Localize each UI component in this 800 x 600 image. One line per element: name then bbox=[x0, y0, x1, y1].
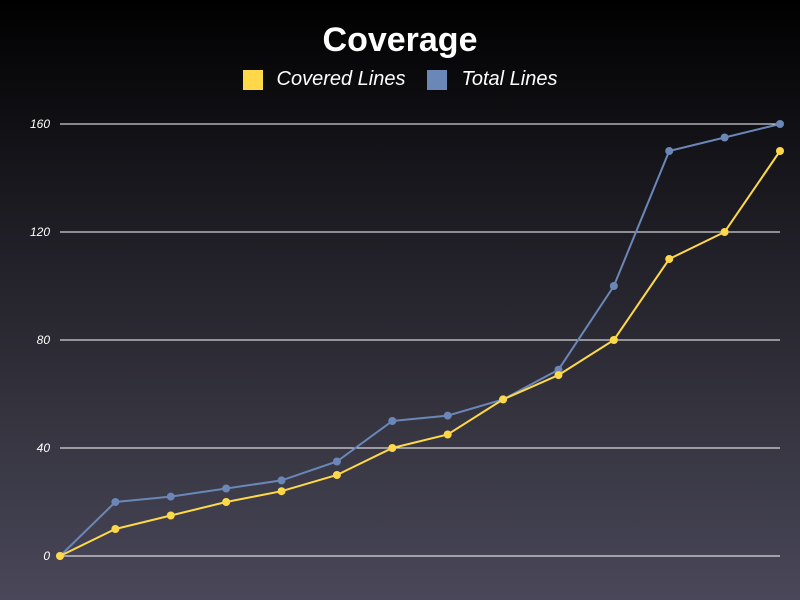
data-point-total-lines-13 bbox=[776, 120, 784, 128]
y-tick-label-0: 0 bbox=[43, 549, 50, 563]
data-point-covered-lines-0 bbox=[56, 552, 64, 560]
y-tick-label-160: 160 bbox=[30, 117, 50, 131]
legend-swatch-covered-lines bbox=[242, 69, 263, 90]
legend-item-total-lines: Total Lines bbox=[427, 68, 557, 91]
data-point-total-lines-2 bbox=[166, 492, 175, 501]
data-point-total-lines-10 bbox=[609, 282, 618, 290]
data-point-total-lines-6 bbox=[388, 417, 397, 425]
data-point-total-lines-4 bbox=[277, 476, 286, 485]
y-tick-label-40: 40 bbox=[37, 441, 51, 455]
data-point-covered-lines-10 bbox=[609, 336, 618, 344]
series-line-total-lines bbox=[59, 123, 781, 557]
data-point-total-lines-7 bbox=[443, 411, 452, 420]
data-point-covered-lines-11 bbox=[665, 255, 674, 263]
y-tick-label-80: 80 bbox=[37, 333, 51, 347]
legend-item-covered-lines: Covered Lines bbox=[242, 68, 406, 91]
data-point-covered-lines-4 bbox=[277, 487, 286, 496]
legend-label-covered-lines: Covered Lines bbox=[276, 68, 406, 90]
data-point-covered-lines-7 bbox=[443, 430, 452, 439]
data-point-total-lines-11 bbox=[665, 147, 674, 155]
data-point-total-lines-3 bbox=[222, 484, 231, 493]
y-tick-label-120: 120 bbox=[30, 225, 50, 239]
data-point-covered-lines-9 bbox=[554, 371, 563, 380]
legend-label-total-lines: Total Lines bbox=[461, 68, 558, 90]
data-point-total-lines-12 bbox=[720, 133, 729, 142]
grid-layer: 0 40 80 120 160 bbox=[30, 117, 780, 563]
data-point-covered-lines-1 bbox=[111, 525, 120, 533]
data-point-covered-lines-13 bbox=[776, 147, 784, 155]
chart-title: Coverage bbox=[322, 21, 478, 59]
series-line-covered-lines bbox=[59, 150, 781, 557]
legend: Covered Lines Total Lines bbox=[0, 68, 800, 91]
data-point-total-lines-5 bbox=[332, 457, 341, 466]
data-point-covered-lines-3 bbox=[222, 498, 231, 506]
legend-swatch-total-lines bbox=[427, 69, 448, 90]
data-point-covered-lines-5 bbox=[332, 471, 341, 479]
data-point-covered-lines-8 bbox=[499, 395, 508, 404]
data-point-covered-lines-12 bbox=[720, 228, 729, 236]
data-point-total-lines-1 bbox=[111, 498, 120, 506]
data-point-covered-lines-2 bbox=[166, 511, 175, 520]
series-layer bbox=[56, 120, 784, 560]
data-point-covered-lines-6 bbox=[388, 444, 397, 452]
